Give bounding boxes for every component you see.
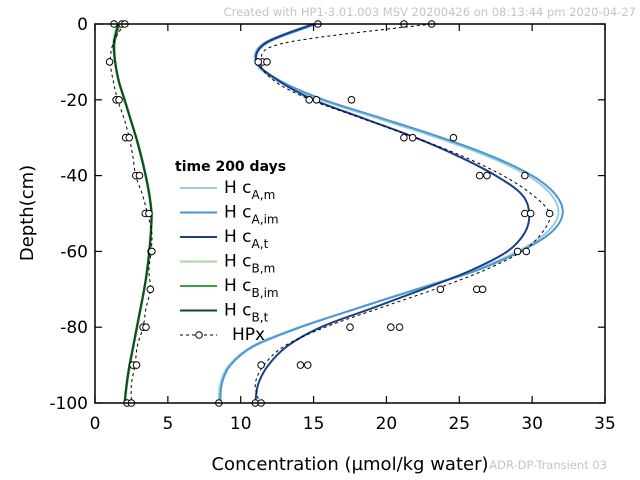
hpx-point-22	[478, 285, 487, 294]
hpx-point-19	[522, 247, 531, 256]
hpx-point-4	[254, 58, 263, 66]
legend-marker-hpx	[195, 331, 203, 339]
hpx-point-18	[513, 247, 522, 256]
case-name-label: ADR-DP-Transient 03	[489, 458, 607, 472]
legend-label-1: H cA,im	[224, 203, 279, 227]
y-tick-label: 0	[77, 15, 88, 35]
y-tick-label: -100	[49, 394, 88, 414]
hpx-line-1	[109, 23, 153, 404]
hpx-point-11	[449, 133, 458, 142]
hpx-point-41	[135, 171, 144, 180]
hpx-point-25	[395, 323, 404, 332]
hpx-point-37	[115, 96, 123, 104]
hpx-point-20	[436, 285, 445, 294]
hpx-point-43	[145, 209, 153, 218]
legend-label-hpx: HPx	[232, 325, 265, 345]
hpx-point-7	[312, 96, 321, 104]
hpx-point-27	[296, 361, 305, 369]
legend-label-2: H cA,t	[224, 227, 269, 251]
series-layer	[109, 23, 564, 404]
credit-watermark: Created with HP1-3.01.003 MSV 20200426 o…	[223, 5, 636, 19]
legend-title: time 200 days	[175, 159, 286, 175]
axis-ticks: 0 5 10 15 20 25 30 35 0 -20 -40 -60 -80 -100	[49, 15, 615, 434]
x-tick-label: 35	[594, 414, 616, 434]
x-tick-label: 5	[162, 414, 173, 434]
hpx-point-13	[483, 171, 491, 180]
x-tick-label: 0	[90, 414, 101, 434]
y-axis-label: Depth(cm)	[17, 165, 38, 261]
hpx-point-23	[346, 323, 354, 332]
hpx-point-17	[545, 209, 554, 218]
hpx-point-39	[125, 133, 134, 142]
x-tick-label: 25	[448, 414, 470, 434]
hpx-point-48	[142, 323, 150, 332]
legend: time 200 days H cA,mH cA,imH cA,tH cB,mH…	[175, 159, 286, 345]
hpx-point-35	[105, 58, 114, 66]
x-axis-label: Concentration (µmol/kg water)	[211, 454, 488, 475]
hpx-point-16	[526, 209, 535, 218]
series-line-1	[219, 23, 564, 404]
hpx-point-26	[257, 361, 265, 369]
legend-label-3: H cB,m	[224, 252, 275, 276]
y-tick-label: -60	[60, 242, 88, 262]
legend-label-0: H cA,m	[224, 178, 275, 202]
hpx-point-6	[305, 96, 314, 104]
x-tick-label: 20	[376, 414, 398, 434]
hpx-point-12	[475, 171, 484, 180]
hpx-point-45	[148, 247, 156, 256]
hpx-point-9	[400, 133, 408, 142]
x-tick-label: 10	[230, 414, 252, 434]
plot-frame	[94, 23, 606, 404]
y-tick-label: -40	[60, 167, 88, 187]
legend-label-5: H cB,t	[224, 301, 269, 325]
x-tick-label: 15	[303, 414, 325, 434]
hpx-point-5	[263, 58, 271, 66]
hpx-point-10	[408, 133, 417, 142]
series-line-2	[254, 23, 531, 404]
y-tick-label: -80	[60, 318, 88, 338]
hpx-point-50	[132, 361, 141, 369]
hpx-point-14	[521, 171, 529, 180]
hpx-point-24	[387, 323, 395, 332]
hpx-point-46	[146, 285, 155, 294]
hpx-point-28	[303, 361, 312, 369]
hpx-points-layer	[105, 20, 554, 407]
x-tick-label: 30	[521, 414, 543, 434]
hpx-line-0	[254, 23, 551, 404]
hpx-point-8	[347, 96, 356, 104]
y-tick-label: -20	[60, 91, 88, 111]
legend-label-4: H cB,im	[224, 276, 279, 300]
